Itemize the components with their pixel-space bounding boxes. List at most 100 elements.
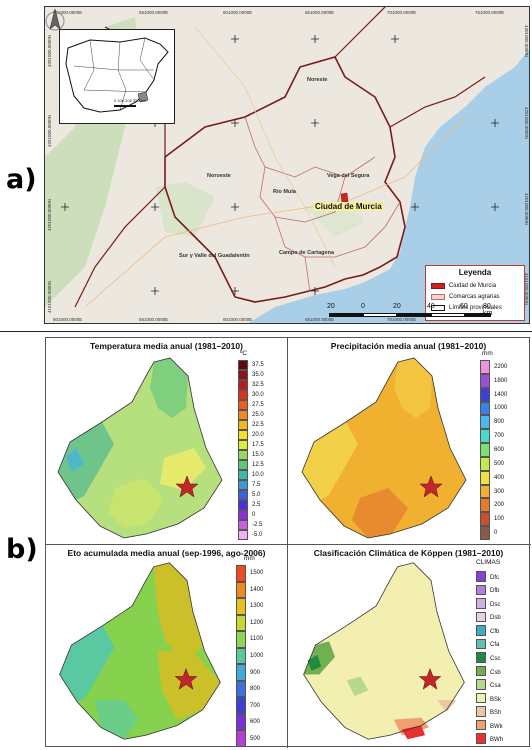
coord-top-3: 601000.0000E [223,10,253,15]
koppen-scale-label: Dfb [490,588,500,595]
koppen-color-swatch [476,652,486,663]
coord-bottom-1: 501000.0000E [53,317,83,322]
region-label-noroeste: Noroeste [207,173,231,179]
scale-label-3: 20 [393,303,401,310]
temp-color-swatch [238,420,248,430]
eto-scale-unit: mm [244,555,255,562]
precip-scale-label: 100 [494,516,505,523]
precip-color-swatch [480,401,490,416]
eto-color-swatch [236,581,246,599]
eto-color-swatch [236,598,246,615]
scale-seg-1 [329,313,363,317]
map-legend: Leyenda Ciudad de Murcia Comarcas agrari… [425,265,525,321]
koppen-map-graphic [303,562,465,740]
temperature-colorbar: 37.5 35.0 32.5 30.0 27.5 25.0 22.5 20.0 17.5 15.0… [238,360,278,540]
iberia-outline [65,37,169,113]
temperature-map-graphic [57,357,223,539]
precip-color-swatch [480,360,490,374]
temp-color-swatch [238,510,248,520]
coord-top-5: 701000.0000E [387,10,417,15]
temp-color-swatch [238,440,248,450]
precip-color-swatch [480,526,490,540]
eto-scale-label: 1500 [250,570,264,577]
panel-a-label: a) [6,164,37,195]
coord-bottom-2: 551000.0000E [139,317,169,322]
koppen-color-swatch [476,679,486,690]
temp-scale-label: 32.5 [252,382,264,388]
panel-b-label: b) [6,534,38,565]
scale-label-4: 40 [427,303,435,310]
legend-swatch-comarcas [431,294,445,300]
coord-left-3: 4201000.0000N [47,198,52,231]
precip-scale-label: 600 [494,447,505,453]
temp-color-swatch [238,380,248,390]
temp-scale-label: 0 [252,512,256,518]
eto-scale-label: 1200 [250,619,264,626]
city-label-murcia: Ciudad de Murcia [313,202,384,211]
coord-bottom-3: 601000.0000E [223,317,253,322]
grid-horizontal-divider [46,544,531,545]
temp-color-swatch [238,470,248,480]
panel-divider [0,331,532,332]
scale-seg-2 [363,313,397,317]
eto-color-swatch [236,664,246,681]
region-label-sur: Sur y Valle del Guadalentín [179,253,250,259]
precip-color-swatch [480,498,490,513]
koppen-color-swatch [476,611,486,623]
koppen-color-swatch [476,733,486,744]
legend-item-limites: Límites provinciales [431,304,502,312]
koppen-color-swatch [476,598,486,609]
scale-label-2: 0 [361,303,365,310]
murcia-region-map[interactable]: 501000.0000E 551000.0000E 601000.0000E 6… [44,6,530,324]
temp-color-swatch [238,410,248,420]
eto-color-swatch [236,614,246,632]
scale-seg-4 [431,313,465,317]
precip-scale-label: 200 [494,502,505,509]
iberia-locator-inset: 0 100 200 300 km [59,29,175,124]
precip-color-swatch [480,512,490,527]
eto-scale-label: 800 [250,686,261,693]
coord-left-2: 4251000.0000N [47,114,52,147]
region-label-noreste: Noreste [307,77,328,83]
coord-left-1: 4301000.0000N [47,34,52,67]
coord-left-4: 4151000.0000N [47,280,52,313]
legend-title: Leyenda [458,268,492,277]
koppen-color-swatch [476,584,486,596]
temp-scale-label: 12.5 [252,462,264,468]
region-label-rio-mula: Río Mula [273,189,296,195]
precip-scale-label: 400 [494,474,505,481]
coord-top-2: 551000.0000E [139,10,169,15]
temp-color-swatch [238,430,248,440]
precip-scale-label: 1400 [494,391,508,398]
koppen-scale-label: Dsb [490,615,501,622]
koppen-color-swatch [476,706,486,717]
eto-map-graphic [59,562,221,740]
north-arrow-icon [45,8,65,31]
eto-map-panel: Eto acumulada media anual (sep-1996, ago… [46,545,287,750]
coord-top-1: 501000.0000E [53,10,83,15]
eto-color-swatch [236,697,246,714]
koppen-scale-label: Csc [490,656,501,662]
grid-vertical-divider [287,338,288,748]
eto-color-swatch [236,565,246,582]
eto-color-swatch [236,647,246,665]
precip-color-swatch [480,456,490,471]
eto-color-swatch [236,680,246,698]
temp-color-swatch [238,480,248,490]
precipitation-colorbar: 2200 1800 1400 1000 800 700 600 500 400 300 200 100… [480,360,524,540]
koppen-legend: Dfc Dfb Dsc Dsb Cfb Cfa Csc Csb Csa BSk BSh BWk BWh [476,571,524,747]
precip-color-swatch [480,429,490,444]
temp-color-swatch [238,390,248,400]
koppen-color-swatch [476,638,486,650]
temp-color-swatch [238,520,248,530]
temp-scale-label: 20.0 [252,432,264,438]
koppen-scale-label: Cfa [490,642,500,649]
legend-item-comarcas: Comarcas agrarias [431,293,500,301]
coord-top-4: 651000.0000E [305,10,335,15]
precip-scale-label: 800 [494,419,505,426]
temp-scale-label: -2.5 [252,522,263,528]
coord-right-3: 4201000.0000N [524,193,529,226]
temp-color-swatch [238,370,248,380]
climate-maps-grid: Temperatura media anual (1981–2010) ºC 3… [45,337,531,750]
inset-scale-label: 0 100 200 300 km [114,98,147,103]
